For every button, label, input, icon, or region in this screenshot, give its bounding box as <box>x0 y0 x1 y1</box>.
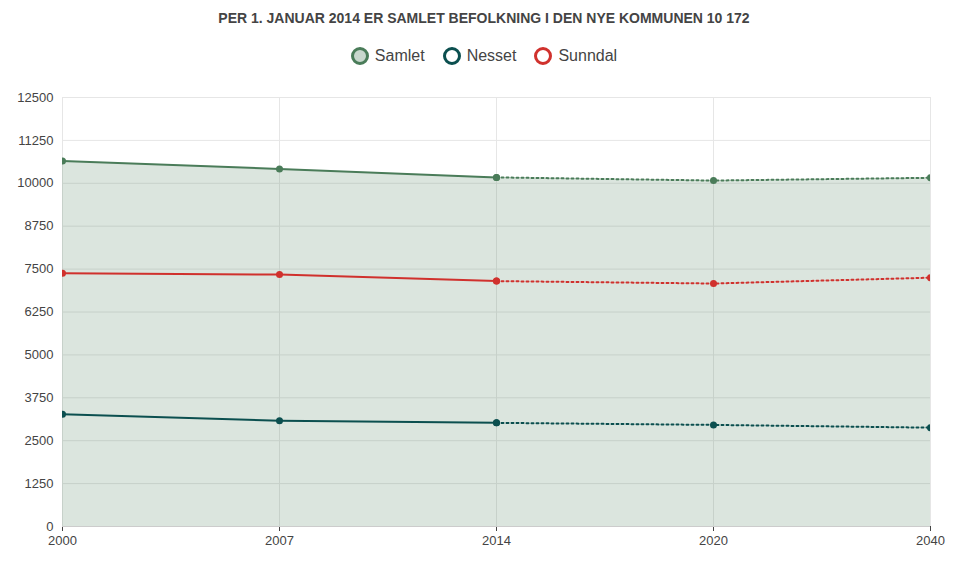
svg-text:12500: 12500 <box>17 90 53 105</box>
svg-text:10000: 10000 <box>17 175 53 190</box>
html-text:Sunndal: Sunndal <box>558 47 618 64</box>
svg-text:2040: 2040 <box>916 533 945 548</box>
svg-text:2000: 2000 <box>48 533 77 548</box>
svg-text:1250: 1250 <box>25 476 54 491</box>
html-text:PER 1. JANUAR 2014 ER SAMLET B: PER 1. JANUAR 2014 ER SAMLET BEFOLKNING … <box>218 10 750 26</box>
svg-text:11250: 11250 <box>18 133 53 148</box>
svg-text:7500: 7500 <box>25 261 54 276</box>
svg-text:2020: 2020 <box>699 533 728 548</box>
svg-text:2014: 2014 <box>482 533 511 548</box>
html-text:Nesset: Nesset <box>466 47 517 64</box>
svg-text:0: 0 <box>46 519 53 534</box>
svg-text:5000: 5000 <box>25 347 54 362</box>
svg-text:2007: 2007 <box>265 533 294 548</box>
html-text:Samlet: Samlet <box>374 47 425 64</box>
svg-text:2500: 2500 <box>25 433 54 448</box>
svg-text:8750: 8750 <box>25 218 54 233</box>
svg-text:6250: 6250 <box>25 304 54 319</box>
svg-text:3750: 3750 <box>25 390 54 405</box>
